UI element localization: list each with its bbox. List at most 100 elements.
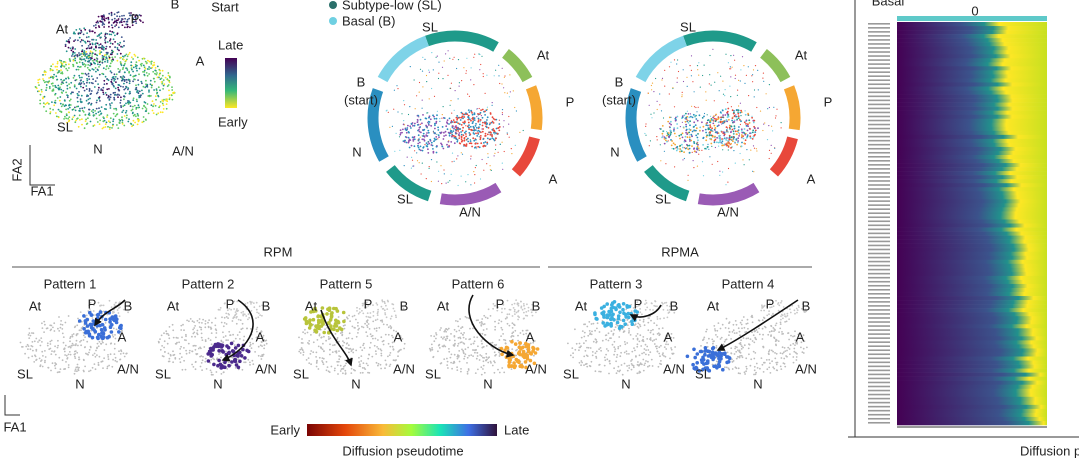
cell-dot [341, 333, 344, 336]
cell-dot [114, 34, 116, 37]
cell-dot [81, 118, 83, 120]
cell-dot [127, 311, 129, 314]
cell-dot [85, 314, 88, 317]
cell-dot [492, 348, 494, 350]
cell-dot [118, 44, 121, 46]
cell-dot [83, 50, 86, 52]
cell-dot [387, 300, 389, 303]
cell-dot [117, 330, 121, 334]
cell-dot [472, 119, 475, 121]
cell-dot [747, 125, 749, 128]
cell-dot [379, 363, 382, 366]
cell-dot [92, 310, 95, 312]
cell-dot [686, 133, 689, 136]
cell-dot [116, 77, 119, 80]
cell-dot [757, 89, 759, 91]
cell-dot [218, 353, 220, 355]
cell-dot [73, 85, 76, 88]
cell-dot [60, 88, 63, 91]
cell-dot [491, 134, 493, 136]
cell-dot [430, 141, 433, 144]
cell-dot [495, 144, 497, 146]
cell-dot [457, 336, 460, 339]
cell-dot [738, 79, 740, 81]
cell-dot [740, 128, 743, 131]
cell-dot [100, 342, 102, 345]
cell-dot [491, 116, 494, 119]
cell-dot [79, 311, 82, 313]
cell-dot [147, 112, 150, 115]
cell-dot [321, 357, 324, 359]
cell-dot [136, 100, 138, 103]
cell-dot [124, 305, 127, 308]
cell-dot [151, 66, 154, 69]
cell-dot [768, 125, 770, 127]
cell-dot [94, 53, 96, 55]
cell-dot [687, 122, 690, 124]
cell-dot [441, 126, 444, 128]
cell-dot [111, 49, 114, 52]
cell-dot [94, 355, 97, 358]
cell-dot [56, 61, 59, 63]
cell-dot [679, 150, 681, 153]
cell-dot [39, 93, 42, 96]
cell-dot [56, 371, 59, 374]
cell-dot [95, 349, 97, 352]
state-arc [501, 49, 533, 83]
cell-dot [435, 56, 437, 58]
cell-dot [219, 366, 224, 370]
label: N [351, 376, 360, 391]
cell-dot [475, 123, 477, 125]
cell-dot [527, 306, 530, 309]
cell-dot [344, 324, 346, 326]
cell-dot [724, 114, 727, 116]
cell-dot [317, 345, 320, 348]
cell-dot [64, 344, 67, 347]
cell-dot [116, 59, 119, 62]
cell-dot [317, 368, 320, 370]
cell-dot [511, 322, 514, 325]
cell-dot [75, 29, 78, 31]
cell-dot [206, 359, 211, 363]
cell-dot [78, 358, 80, 361]
cell-dot [27, 348, 29, 350]
cell-dot [389, 345, 392, 348]
cell-dot [645, 125, 647, 127]
cell-dot [129, 105, 132, 107]
cell-dot [80, 339, 83, 342]
cell-dot [156, 65, 159, 68]
cell-dot [237, 318, 240, 321]
cell-dot [432, 148, 434, 150]
cell-dot [417, 146, 420, 149]
cell-dot [122, 58, 125, 61]
cell-dot [135, 17, 137, 19]
cell-dot [472, 120, 474, 123]
cell-dot [472, 327, 474, 330]
cell-dot [514, 106, 516, 109]
cell-dot [114, 93, 117, 96]
cell-dot [91, 30, 94, 33]
cell-dot [651, 82, 654, 84]
cell-dot [693, 147, 696, 150]
cell-dot [413, 124, 416, 127]
cell-dot [215, 332, 218, 334]
cell-dot [467, 121, 470, 124]
cell-dot [310, 334, 312, 336]
cell-dot [108, 317, 112, 321]
cell-dot [702, 125, 705, 128]
cell-dot [460, 138, 463, 141]
cell-dot [114, 78, 116, 81]
cell-dot [716, 125, 719, 128]
cell-dot [713, 124, 716, 127]
cell-dot [236, 334, 239, 336]
cell-dot [711, 135, 714, 138]
cell-dot [428, 98, 430, 100]
cell-dot [43, 320, 46, 323]
state-arc [635, 35, 688, 83]
label: SL [155, 366, 171, 381]
cell-dot [244, 361, 247, 364]
cell-dot [82, 63, 84, 66]
cell-dot [81, 109, 84, 112]
cell-dot [309, 353, 312, 355]
cell-dot [109, 126, 111, 129]
